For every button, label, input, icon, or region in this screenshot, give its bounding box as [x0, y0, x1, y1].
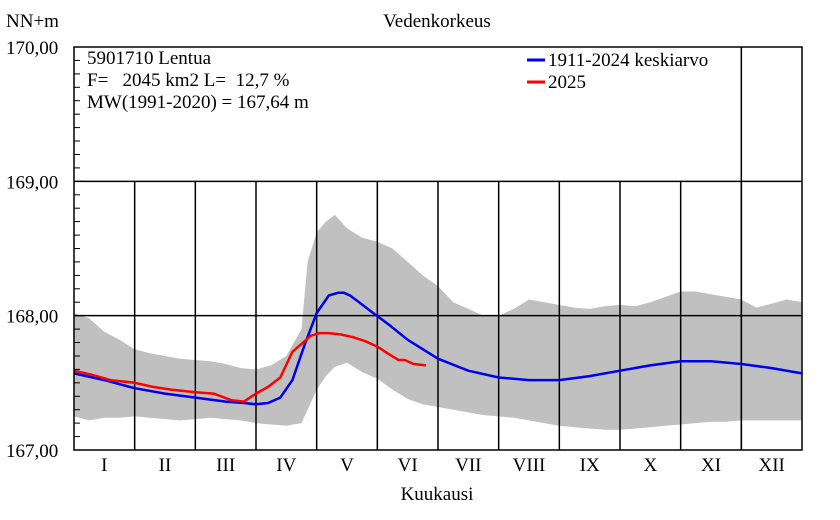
x-axis-label: Kuukausi	[401, 484, 474, 505]
frame-layer	[73, 46, 803, 451]
series-line-mean	[73, 291, 803, 406]
y-tick-label: 167,00	[6, 441, 58, 462]
x-tick-label: XI	[701, 455, 721, 476]
x-tick-label: XII	[758, 455, 784, 476]
x-tick-label: IV	[276, 455, 296, 476]
plot-frame	[73, 46, 803, 451]
x-tick-label: V	[340, 455, 354, 476]
legend-label-2025: 2025	[548, 72, 586, 93]
x-tick-label: IX	[580, 455, 600, 476]
y-tick-labels: 170,00 169,00 168,00 167,00	[6, 38, 58, 462]
x-tick-label: VIII	[513, 455, 546, 476]
station-info: 5901710 Lentua F= 2045 km2 L= 12,7 % MW(…	[87, 48, 309, 113]
series-line-2025	[73, 331, 427, 403]
legend-label-mean: 1911-2024 keskiarvo	[548, 50, 708, 71]
x-tick-label: II	[159, 455, 172, 476]
mean-water-level: MW(1991-2020) = 167,64 m	[87, 92, 309, 113]
x-tick-label: VII	[455, 455, 481, 476]
y-tick-label: 170,00	[6, 38, 58, 59]
series-layer	[73, 291, 803, 406]
y-axis-label: NN+m	[6, 11, 59, 32]
x-tick-label: VI	[398, 455, 418, 476]
x-tick-label: X	[643, 455, 657, 476]
station-name: 5901710 Lentua	[87, 48, 212, 69]
y-tick-label: 169,00	[6, 172, 58, 193]
x-tick-labels: I II III IV V VI VII VIII IX X XI XII	[101, 455, 785, 476]
legend: 1911-2024 keskiarvo 2025	[527, 50, 708, 93]
grid-layer	[74, 46, 802, 451]
catchment-area: F= 2045 km2 L= 12,7 %	[87, 70, 290, 91]
y-tick-label: 168,00	[6, 307, 58, 328]
x-tick-label: I	[101, 455, 107, 476]
chart-title: Vedenkorkeus	[383, 11, 491, 32]
x-tick-label: III	[216, 455, 235, 476]
